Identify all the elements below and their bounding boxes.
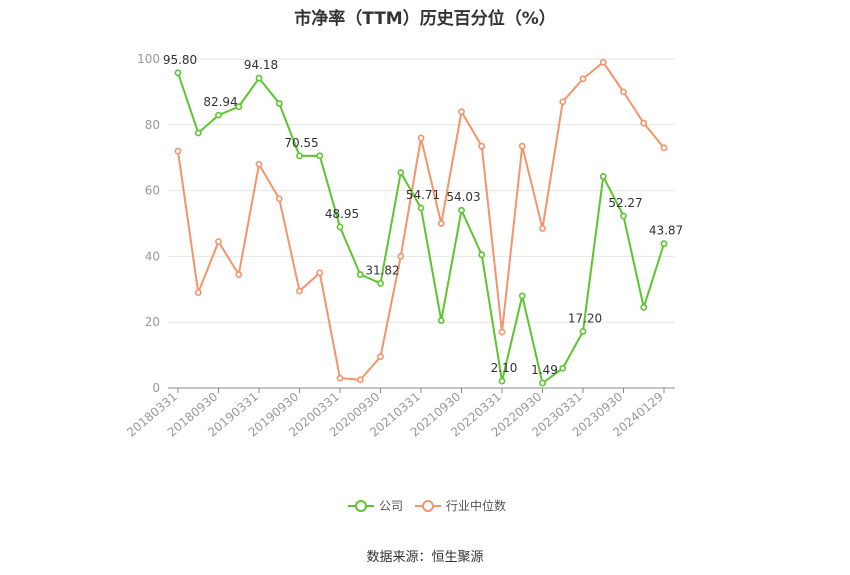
data-point xyxy=(518,142,526,150)
data-point xyxy=(174,147,182,155)
data-point xyxy=(559,364,567,372)
data-label: 1.49 xyxy=(531,363,558,377)
data-point xyxy=(437,317,445,324)
data-label: 54.03 xyxy=(446,190,480,204)
data-label: 31.82 xyxy=(365,263,399,277)
data-point xyxy=(215,111,222,119)
axis-layer: 0204060801002018033120180930201903312019… xyxy=(124,52,675,440)
data-point xyxy=(255,160,263,168)
data-point xyxy=(478,142,486,150)
data-point xyxy=(660,144,668,152)
data-point xyxy=(336,223,344,231)
source-note: 数据来源：恒生聚源 xyxy=(366,550,484,565)
data-point xyxy=(599,173,607,180)
data-point xyxy=(174,69,182,77)
data-point xyxy=(660,240,668,248)
data-label: 43.87 xyxy=(649,224,683,238)
data-label: 48.95 xyxy=(325,207,359,221)
data-point xyxy=(478,251,486,259)
data-point xyxy=(235,271,243,278)
data-point xyxy=(559,98,567,106)
data-point xyxy=(397,252,405,260)
legend-marker xyxy=(355,500,367,512)
grid-layer xyxy=(168,58,675,323)
chart-title: 市净率（TTM）历史百分位（%） xyxy=(294,9,556,29)
data-point xyxy=(316,269,324,277)
data-point xyxy=(316,152,324,160)
data-point xyxy=(498,328,506,336)
data-point xyxy=(458,108,465,116)
data-point xyxy=(518,292,526,300)
series-line-1 xyxy=(177,61,665,381)
data-point xyxy=(458,206,465,214)
data-point xyxy=(579,328,587,335)
data-point xyxy=(417,134,425,142)
data-point xyxy=(336,374,344,382)
data-point xyxy=(599,58,607,66)
data-point xyxy=(539,225,546,232)
data-label: 94.18 xyxy=(244,58,278,72)
legend-marker xyxy=(422,500,434,512)
data-point xyxy=(640,119,648,127)
y-tick-label: 100 xyxy=(137,52,160,66)
data-point xyxy=(235,103,243,111)
data-point xyxy=(498,377,506,385)
data-label: 52.27 xyxy=(608,196,642,210)
data-point xyxy=(194,289,202,296)
legend-label: 公司 xyxy=(379,499,403,513)
data-point xyxy=(377,279,384,287)
legend-label: 行业中位数 xyxy=(446,498,506,513)
data-point xyxy=(356,271,364,278)
data-label: 82.94 xyxy=(203,95,237,109)
data-point xyxy=(620,88,627,96)
data-point xyxy=(437,220,445,227)
y-tick-label: 40 xyxy=(145,249,160,263)
y-tick-label: 0 xyxy=(152,381,160,395)
data-label: 17.20 xyxy=(568,311,602,325)
data-point xyxy=(215,238,222,245)
y-tick-label: 20 xyxy=(145,315,160,329)
data-point xyxy=(579,75,587,83)
data-label: 54.71 xyxy=(406,188,440,202)
data-point xyxy=(194,129,202,137)
y-tick-label: 80 xyxy=(145,118,160,132)
data-label: 70.55 xyxy=(284,136,318,150)
data-point xyxy=(397,169,405,176)
y-tick-label: 60 xyxy=(145,184,160,198)
data-point xyxy=(275,100,283,107)
data-label-layer: 95.80 82.94 94.18 70.55 48.95 31.82 54.71 54.03… xyxy=(163,53,683,377)
data-point xyxy=(296,287,303,295)
data-point xyxy=(539,379,546,387)
series-line-0 xyxy=(177,72,665,385)
data-label: 95.80 xyxy=(163,53,197,67)
data-point xyxy=(417,204,425,212)
data-point xyxy=(640,303,648,311)
data-point xyxy=(377,353,384,361)
data-point xyxy=(356,376,364,384)
data-point xyxy=(275,195,283,203)
legend: 公司 行业中位数 xyxy=(348,498,506,513)
data-point xyxy=(296,152,303,160)
data-point xyxy=(255,74,263,82)
data-point xyxy=(620,212,627,220)
data-label: 2.10 xyxy=(491,361,518,375)
series-layer xyxy=(174,58,668,387)
